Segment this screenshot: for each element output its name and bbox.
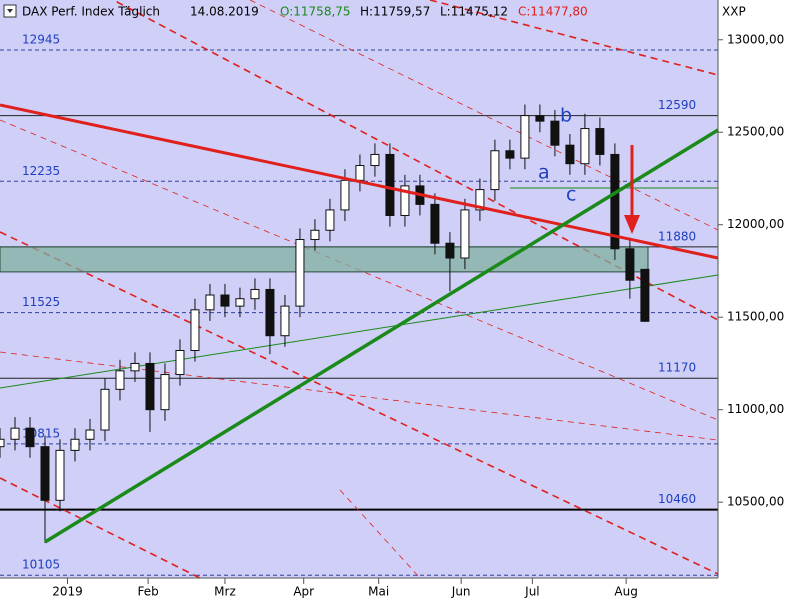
candle-body <box>85 429 95 440</box>
candle-body <box>325 209 335 231</box>
candle-body <box>10 427 20 440</box>
level-label: 11880 <box>658 229 696 243</box>
candle-body <box>40 446 50 501</box>
candle-body <box>505 150 515 159</box>
chart-title: DAX Perf. Index Täglich <box>22 5 160 19</box>
y-tick-label: 11500,00 <box>727 310 784 324</box>
candle-body <box>445 242 455 259</box>
candle-body <box>310 229 320 241</box>
menu-icon-arrow <box>7 9 13 13</box>
candle-body <box>355 165 365 181</box>
trend-lines-bold <box>0 103 719 544</box>
plot-area <box>0 0 718 578</box>
candle-body <box>55 449 65 501</box>
x-tick-label: Feb <box>137 585 158 599</box>
ohlc-open: O:11758,75 <box>280 5 351 19</box>
ohlc-high: H:11759,57 <box>360 5 430 19</box>
candle-body <box>205 294 215 311</box>
level-label: 12590 <box>658 98 696 112</box>
level-label: 10460 <box>658 492 696 506</box>
candle-body <box>160 374 170 411</box>
candle-body <box>175 349 185 376</box>
candle-body <box>400 185 410 216</box>
level-label: 10105 <box>22 558 60 572</box>
x-tick-label: 2019 <box>52 585 83 599</box>
candle-body <box>250 288 260 300</box>
wave-label: a <box>538 162 550 184</box>
level-label: 11525 <box>22 295 60 309</box>
candle-body <box>100 388 110 431</box>
candle-body <box>475 189 485 211</box>
candle-body <box>220 294 230 307</box>
level-label: 11170 <box>658 361 696 375</box>
candle-body <box>0 438 5 448</box>
candle-body <box>610 153 620 250</box>
wave-label: b <box>560 105 572 127</box>
candle-body <box>280 305 290 337</box>
x-tick-label: Jun <box>451 585 471 599</box>
x-tick-label: Aug <box>614 585 637 599</box>
candle-body <box>430 203 440 244</box>
candle-body <box>385 153 395 216</box>
candle-body <box>370 153 380 167</box>
wave-label: c <box>566 184 576 206</box>
candle-body <box>595 128 605 155</box>
y-tick-label: 12500,00 <box>727 125 784 139</box>
x-tick-label: Mai <box>368 585 389 599</box>
ohlc-close: C:11477,80 <box>518 5 588 19</box>
candle-body <box>235 298 245 307</box>
x-tick-label: Mrz <box>214 585 236 599</box>
candle-body <box>190 309 200 351</box>
candle-body <box>625 248 635 281</box>
x-tick-label: Apr <box>293 585 314 599</box>
candle-body <box>340 179 350 211</box>
candle-body <box>295 239 305 307</box>
candle-body <box>115 370 125 390</box>
candle-body <box>580 128 590 165</box>
zone-box <box>0 246 649 273</box>
level-label: 12235 <box>22 164 60 178</box>
x-tick-label: Jul <box>524 585 539 599</box>
candle-body <box>565 144 575 165</box>
candle-body <box>640 268 650 322</box>
candle-body <box>535 115 545 122</box>
y-axis-label: XXP <box>722 5 746 19</box>
y-tick-label: 13000,00 <box>727 32 784 46</box>
y-tick-label: 12000,00 <box>727 217 784 231</box>
candle-body <box>130 362 140 372</box>
candle-body <box>490 150 500 191</box>
candle-body <box>265 288 275 337</box>
level-label: 12945 <box>22 32 60 46</box>
candle-body <box>520 115 530 159</box>
candle-body <box>70 438 80 451</box>
ohlc-low: L:11475,12 <box>440 5 508 19</box>
candle-body <box>550 120 560 146</box>
y-tick-label: 10500,00 <box>727 495 784 509</box>
y-tick-label: 11000,00 <box>727 402 784 416</box>
candle-body <box>25 427 35 448</box>
candle-body <box>145 362 155 411</box>
candle-body <box>460 209 470 259</box>
date: 14.08.2019 <box>190 5 259 19</box>
